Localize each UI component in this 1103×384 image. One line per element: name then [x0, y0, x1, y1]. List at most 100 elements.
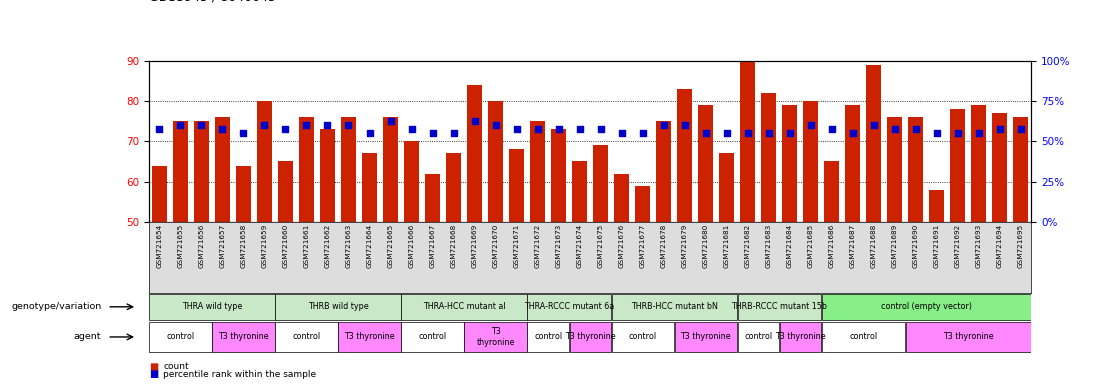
Bar: [930, 190, 944, 222]
Bar: [951, 109, 965, 222]
Point: [193, 122, 211, 128]
Bar: [194, 121, 208, 222]
Point: [865, 122, 882, 128]
Text: GSM721670: GSM721670: [493, 224, 499, 268]
Text: ■: ■: [149, 369, 158, 379]
Text: GSM721669: GSM721669: [472, 224, 478, 268]
Point: [465, 118, 483, 124]
Bar: [276, 294, 400, 319]
Bar: [236, 166, 250, 222]
Bar: [531, 121, 545, 222]
Text: GSM721679: GSM721679: [682, 224, 687, 268]
Bar: [510, 149, 524, 222]
Text: GSM721678: GSM721678: [661, 224, 666, 268]
Bar: [278, 162, 292, 222]
Text: GSM721673: GSM721673: [556, 224, 561, 268]
Point: [277, 126, 295, 132]
Point: [823, 126, 840, 132]
Bar: [569, 322, 611, 352]
Point: [990, 126, 1008, 132]
Text: GSM721680: GSM721680: [703, 224, 708, 268]
Text: GSM721683: GSM721683: [765, 224, 772, 268]
Text: control: control: [629, 333, 656, 341]
Text: ■: ■: [149, 362, 158, 372]
Bar: [173, 121, 188, 222]
Point: [697, 130, 715, 136]
Point: [907, 126, 924, 132]
Bar: [404, 141, 419, 222]
Text: GSM721665: GSM721665: [387, 224, 394, 268]
Bar: [738, 294, 821, 319]
Bar: [257, 101, 271, 222]
Text: GSM721691: GSM721691: [934, 224, 940, 268]
Bar: [1014, 117, 1028, 222]
Text: percentile rank within the sample: percentile rank within the sample: [163, 370, 317, 379]
Bar: [698, 105, 713, 222]
Bar: [213, 322, 275, 352]
Bar: [611, 294, 737, 319]
Text: GSM721660: GSM721660: [282, 224, 289, 268]
Text: GSM721695: GSM721695: [1018, 224, 1024, 268]
Text: GSM721663: GSM721663: [345, 224, 352, 268]
Bar: [780, 322, 821, 352]
Bar: [845, 105, 860, 222]
Text: GSM721671: GSM721671: [514, 224, 520, 268]
Text: THRA-RCCC mutant 6a: THRA-RCCC mutant 6a: [524, 302, 614, 311]
Bar: [740, 61, 756, 222]
Point: [613, 130, 631, 136]
Text: GSM721686: GSM721686: [828, 224, 835, 268]
Bar: [909, 117, 923, 222]
Bar: [593, 146, 608, 222]
Bar: [782, 105, 797, 222]
Bar: [552, 129, 566, 222]
Bar: [656, 121, 671, 222]
Point: [718, 130, 736, 136]
Text: T3 thyronine: T3 thyronine: [775, 333, 825, 341]
Text: T3 thyronine: T3 thyronine: [565, 333, 615, 341]
Point: [361, 130, 378, 136]
Text: GSM721677: GSM721677: [640, 224, 645, 268]
Text: THRB wild type: THRB wild type: [308, 302, 368, 311]
Bar: [468, 85, 482, 222]
Bar: [149, 322, 212, 352]
Text: THRB-RCCC mutant 15b: THRB-RCCC mutant 15b: [731, 302, 827, 311]
Bar: [719, 154, 733, 222]
Point: [592, 126, 610, 132]
Bar: [803, 101, 818, 222]
Text: GSM721657: GSM721657: [219, 224, 225, 268]
Bar: [822, 322, 904, 352]
Point: [655, 122, 673, 128]
Text: GSM721668: GSM721668: [450, 224, 457, 268]
Text: GSM721667: GSM721667: [429, 224, 436, 268]
Point: [340, 122, 357, 128]
Bar: [276, 322, 338, 352]
Point: [507, 126, 525, 132]
Bar: [401, 294, 526, 319]
Text: GSM721658: GSM721658: [240, 224, 246, 268]
Text: GSM721688: GSM721688: [870, 224, 877, 268]
Bar: [972, 105, 986, 222]
Bar: [822, 294, 1031, 319]
Text: count: count: [163, 362, 189, 371]
Text: GSM721664: GSM721664: [366, 224, 373, 268]
Text: GSM721655: GSM721655: [178, 224, 183, 268]
Text: GSM721685: GSM721685: [807, 224, 814, 268]
Bar: [464, 322, 526, 352]
Bar: [527, 322, 569, 352]
Text: genotype/variation: genotype/variation: [11, 302, 101, 311]
Text: GSM721681: GSM721681: [724, 224, 730, 268]
Bar: [635, 186, 650, 222]
Point: [676, 122, 694, 128]
Bar: [888, 117, 902, 222]
Text: GSM721676: GSM721676: [619, 224, 624, 268]
Point: [403, 126, 420, 132]
Text: control: control: [292, 333, 321, 341]
Point: [382, 118, 399, 124]
Point: [844, 130, 861, 136]
Text: GSM721654: GSM721654: [157, 224, 162, 268]
Point: [256, 122, 274, 128]
Point: [760, 130, 778, 136]
Text: GSM721674: GSM721674: [577, 224, 582, 268]
Point: [1011, 126, 1029, 132]
Bar: [149, 294, 275, 319]
